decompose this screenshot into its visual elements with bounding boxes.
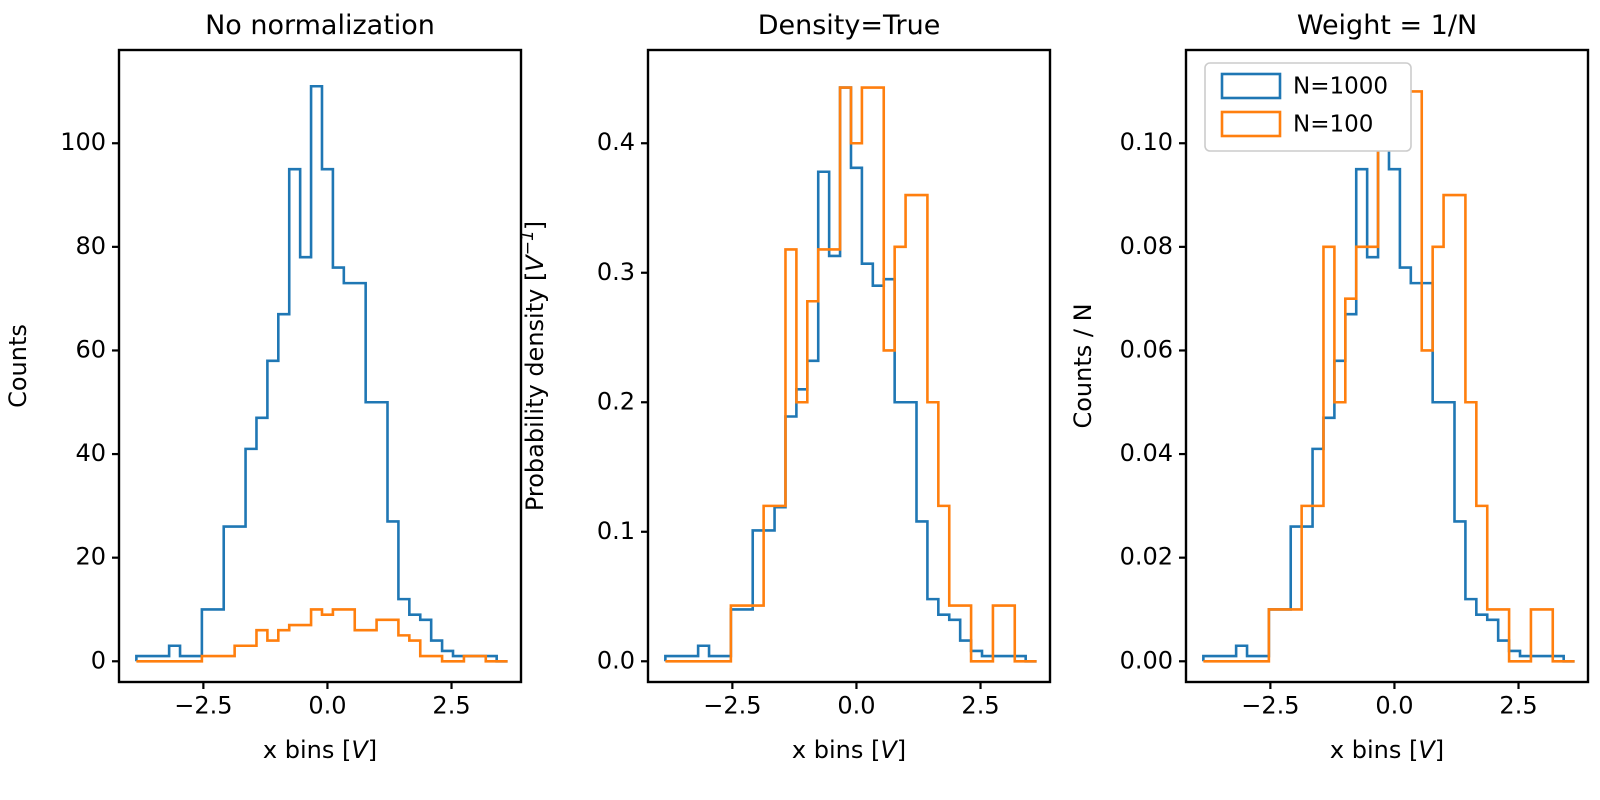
histogram-series-n-1000 [135,84,508,663]
x-tick-label: −2.5 [174,692,232,720]
legend-label-2: N=100 [1293,112,1373,138]
legend-box [1204,62,1412,152]
y-tick-label: 60 [75,335,106,363]
y-axis-label: Counts [4,324,32,408]
y-tick-label: 0.08 [1120,232,1173,260]
y-tick-label: 0.2 [597,387,635,415]
panel-title: No normalization [205,10,435,41]
x-axis-label: x bins [V] [792,736,906,764]
y-tick-label: 0.4 [597,128,635,156]
panel-title: Density=True [757,10,941,41]
legend-swatch-1 [1220,72,1282,100]
x-tick-label: 0.0 [1375,692,1413,720]
y-tick-label: 0.1 [597,517,635,545]
axes-frame [646,48,1052,684]
y-tick-label: 0.02 [1120,543,1173,571]
x-axis-label: x bins [V] [1330,736,1444,764]
x-tick-label: −2.5 [703,692,761,720]
axes-frame [117,48,523,684]
x-tick-label: −2.5 [1241,692,1299,720]
x-axis-label: x bins [V] [263,736,377,764]
axes-frame [1184,48,1590,684]
x-tick-label: 2.5 [961,692,999,720]
y-tick-label: 0.0 [597,646,635,674]
legend-swatch-2 [1220,110,1282,138]
panel-title: Weight = 1/N [1296,10,1478,41]
y-tick-label: 100 [60,128,106,156]
y-tick-label: 20 [75,543,106,571]
y-tick-label: 0.04 [1120,439,1173,467]
histogram-series-n-100 [665,86,1037,663]
x-tick-label: 2.5 [1499,692,1537,720]
y-tick-label: 80 [75,232,106,260]
x-tick-label: 2.5 [432,692,470,720]
legend-label-1: N=1000 [1293,74,1388,100]
x-tick-label: 0.0 [308,692,346,720]
y-tick-label: 0.3 [597,258,635,286]
y-axis-label: Counts / N [1069,303,1097,428]
histogram-series-n-100 [1203,90,1575,663]
y-axis-label: Probability density [V−1] [518,221,549,511]
y-tick-label: 0.06 [1120,335,1173,363]
legend: N=1000 N=100 [1204,62,1412,152]
histogram-series-n-1000 [1202,84,1575,663]
y-tick-label: 40 [75,439,106,467]
histogram-series-n-100 [136,608,508,663]
y-tick-label: 0.00 [1120,646,1173,674]
x-tick-label: 0.0 [837,692,875,720]
y-tick-label: 0 [91,646,106,674]
y-tick-label: 0.10 [1120,128,1173,156]
